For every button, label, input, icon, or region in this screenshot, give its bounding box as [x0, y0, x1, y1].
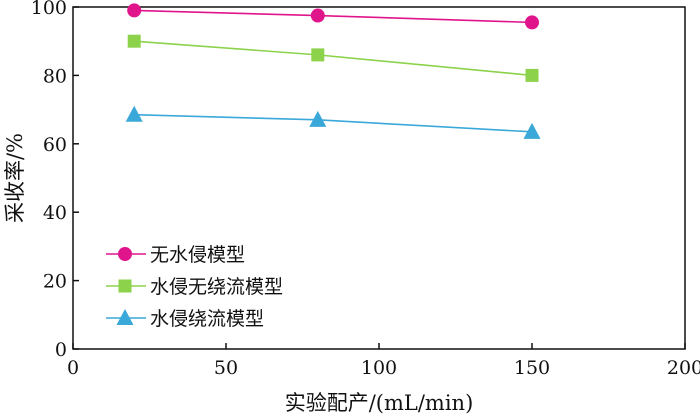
data-point-square — [127, 34, 141, 48]
legend-marker-circle — [118, 247, 132, 261]
legend-label: 水侵绕流模型 — [150, 308, 264, 330]
y-axis-title: 采收率/% — [3, 133, 27, 223]
series-3 — [125, 105, 541, 139]
legend-label: 无水侵模型 — [150, 244, 245, 266]
data-point-triangle — [309, 110, 327, 127]
data-point-circle — [525, 15, 539, 30]
x-tick-label: 50 — [214, 357, 238, 379]
data-point-triangle — [523, 122, 541, 139]
y-tick-label: 20 — [43, 271, 67, 293]
x-tick-label: 0 — [67, 357, 79, 379]
series-line — [134, 113, 533, 133]
y-tick-label: 100 — [31, 0, 67, 19]
legend-item: 水侵绕流模型 — [106, 308, 264, 330]
legend-marker-triangle — [116, 309, 134, 325]
series-1 — [127, 3, 539, 30]
y-tick-label: 60 — [43, 134, 67, 156]
series-line — [134, 40, 533, 77]
legend-item: 无水侵模型 — [106, 244, 245, 266]
x-axis-title: 实验配产/(mL/min) — [285, 391, 474, 415]
data-point-square — [525, 68, 539, 82]
legend-label: 水侵无绕流模型 — [150, 276, 283, 298]
x-tick-label: 200 — [667, 357, 700, 379]
series-line — [134, 9, 533, 24]
series-layer — [125, 3, 541, 139]
x-tick-label: 150 — [514, 357, 550, 379]
data-point-circle — [310, 8, 325, 23]
legend-marker-square — [118, 279, 132, 293]
x-tick-label: 100 — [361, 357, 397, 379]
data-point-square — [311, 48, 325, 62]
y-tick-label: 80 — [43, 65, 67, 87]
y-tick-label: 40 — [43, 202, 67, 224]
y-tick-label: 0 — [55, 339, 67, 361]
series-2 — [127, 34, 539, 82]
data-point-triangle — [125, 105, 143, 122]
legend-item: 水侵无绕流模型 — [106, 276, 283, 298]
axis-ticks: 0 50 100 150 200 0 20 40 60 80 100 — [31, 0, 700, 379]
data-point-circle — [127, 3, 142, 18]
